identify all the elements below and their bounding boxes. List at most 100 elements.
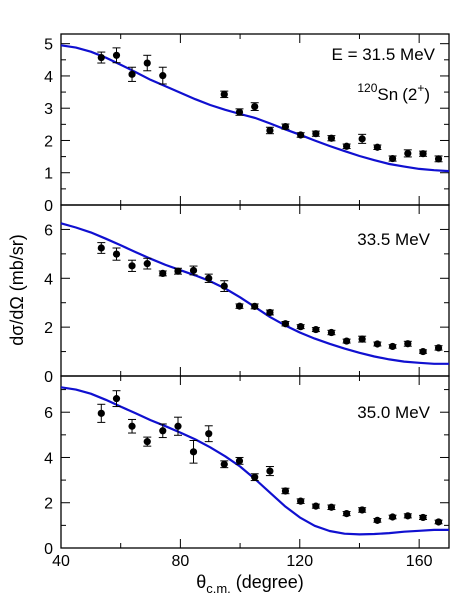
data-point <box>204 273 213 283</box>
data-point <box>434 155 443 163</box>
data-marker <box>235 302 244 310</box>
data-point <box>373 516 382 524</box>
data-point <box>281 320 290 328</box>
data-marker <box>266 126 274 135</box>
data-point <box>265 308 274 317</box>
data-marker <box>281 320 290 328</box>
data-marker <box>343 142 351 150</box>
data-marker <box>220 282 228 290</box>
panel-1-energy-label: E = 31.5 MeV <box>332 45 436 64</box>
data-marker <box>312 502 320 510</box>
data-point <box>143 436 152 447</box>
data-marker <box>297 323 305 331</box>
y-tick-label: 6 <box>44 405 53 422</box>
data-point <box>158 66 167 85</box>
data-point <box>358 133 367 144</box>
data-point <box>158 423 167 439</box>
x-tick-label: 120 <box>286 553 313 570</box>
data-point <box>358 335 367 343</box>
data-marker <box>343 337 351 345</box>
data-marker <box>112 51 121 59</box>
data-point <box>173 416 182 436</box>
data-marker <box>266 308 274 317</box>
data-marker <box>388 154 397 163</box>
y-tick-label: 4 <box>44 450 53 467</box>
data-point <box>403 149 412 158</box>
panel-1-calculation-curve <box>60 44 450 173</box>
data-marker <box>97 53 105 62</box>
data-marker <box>281 122 290 131</box>
data-marker <box>174 422 182 430</box>
data-marker <box>235 457 244 465</box>
data-marker <box>297 497 305 505</box>
data-marker <box>128 422 136 430</box>
data-point <box>403 512 412 520</box>
data-marker <box>388 513 397 521</box>
data-point <box>250 102 259 111</box>
data-point <box>388 342 397 351</box>
data-marker <box>159 427 167 435</box>
data-point <box>296 323 305 331</box>
data-point <box>220 90 229 99</box>
data-marker <box>251 473 259 481</box>
data-point <box>173 267 182 275</box>
data-marker <box>343 509 351 518</box>
data-marker <box>220 460 228 468</box>
data-point <box>419 347 428 356</box>
data-point <box>388 513 397 521</box>
data-marker <box>128 70 136 78</box>
x-axis-title: θc.m. (degree) <box>196 572 304 596</box>
data-point <box>235 302 244 310</box>
data-marker <box>373 143 381 151</box>
data-point <box>419 513 428 522</box>
y-tick-label: 4 <box>44 69 53 86</box>
data-marker <box>174 267 182 275</box>
data-point <box>204 425 213 443</box>
data-point <box>97 51 106 64</box>
data-point <box>220 460 229 469</box>
data-marker <box>434 155 443 163</box>
data-marker <box>419 513 427 522</box>
data-marker <box>373 516 381 524</box>
data-marker <box>128 262 136 270</box>
data-point <box>235 108 244 116</box>
data-marker <box>205 274 213 282</box>
y-tick-label: 0 <box>44 369 53 386</box>
data-point <box>403 340 412 348</box>
data-point <box>327 134 336 142</box>
data-marker <box>251 302 259 310</box>
data-point <box>112 47 121 64</box>
data-marker <box>434 344 443 352</box>
data-point <box>265 126 274 135</box>
data-point <box>250 302 259 310</box>
data-marker <box>189 448 198 456</box>
data-marker <box>143 438 151 446</box>
data-point <box>296 131 305 139</box>
data-point <box>189 265 198 276</box>
data-point <box>128 418 137 434</box>
panel-3: 0 2 4 6 40 80 120 160 <box>44 375 450 570</box>
data-marker <box>220 90 228 98</box>
data-point <box>97 403 106 423</box>
data-marker <box>327 328 336 337</box>
panel-3-energy-label: 35.0 MeV <box>357 403 430 422</box>
data-point <box>373 143 382 151</box>
data-marker <box>159 72 167 80</box>
data-point <box>250 473 259 482</box>
y-tick-label: 2 <box>44 320 53 337</box>
y-tick-label: 0 <box>44 541 53 558</box>
data-point <box>419 150 428 158</box>
x-tick-label: 40 <box>52 553 70 570</box>
data-marker <box>97 244 105 252</box>
data-point <box>342 142 351 150</box>
data-point <box>342 509 351 518</box>
data-point <box>296 497 305 505</box>
data-point <box>128 259 137 272</box>
data-point <box>97 242 106 254</box>
panel-1-nucleus-label: 120Sn (2+) <box>357 81 430 104</box>
data-marker <box>327 134 336 142</box>
y-tick-label: 3 <box>44 101 53 118</box>
data-point <box>311 130 320 138</box>
data-point <box>342 337 351 345</box>
